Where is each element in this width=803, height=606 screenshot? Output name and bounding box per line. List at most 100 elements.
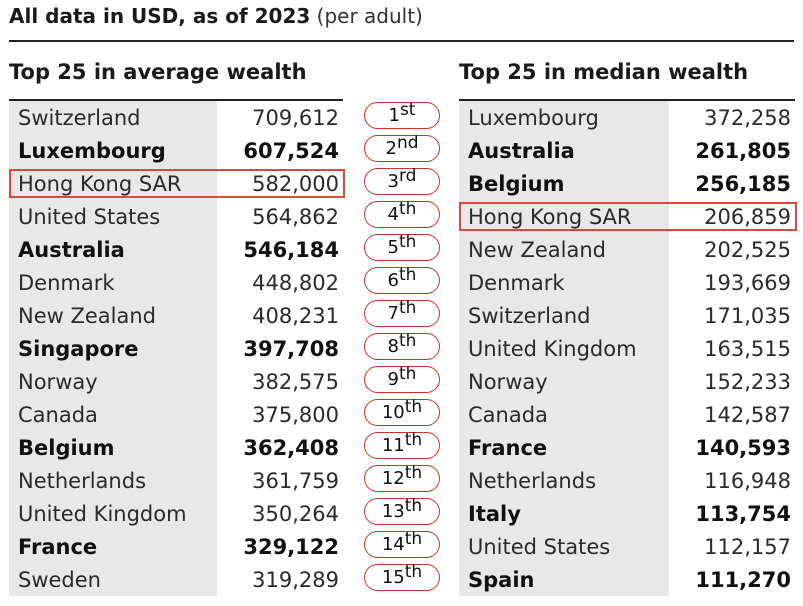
average-country: Switzerland — [9, 101, 217, 134]
average-wealth-table: Switzerland 709,612 Luxembourg 607,524 Hong … — [9, 99, 345, 596]
median-country: United Kingdom — [459, 332, 669, 365]
average-row: France 329,122 — [9, 530, 343, 563]
median-row: Australia 261,805 — [459, 134, 795, 167]
rank-suffix: th — [404, 561, 423, 582]
median-row: New Zealand 202,525 — [459, 233, 795, 266]
page-header: All data in USD, as of 2023 (per adult) — [9, 4, 423, 28]
median-row: Switzerland 171,035 — [459, 299, 795, 332]
median-row: United Kingdom 163,515 — [459, 332, 795, 365]
median-country: Netherlands — [459, 464, 669, 497]
median-country: Australia — [459, 134, 669, 167]
rank-suffix: th — [404, 495, 423, 516]
median-value: 113,754 — [695, 501, 791, 526]
page-subtitle: (per adult) — [316, 4, 423, 28]
median-country: France — [459, 431, 669, 464]
median-row: Italy 113,754 — [459, 497, 795, 530]
rank-number: 12 — [381, 468, 405, 489]
average-country: Canada — [9, 398, 217, 431]
median-value: 193,669 — [704, 270, 791, 295]
rank-number: 11 — [381, 435, 405, 456]
rank-number: 15 — [381, 567, 405, 588]
rank-suffix: th — [399, 264, 417, 285]
median-value: 171,035 — [704, 303, 791, 328]
rank-number: 7 — [387, 303, 399, 324]
median-value: 152,233 — [704, 369, 791, 394]
median-row: Canada 142,587 — [459, 398, 795, 431]
median-value: 202,525 — [704, 237, 791, 262]
average-country: Luxembourg — [9, 134, 217, 167]
average-value: 607,524 — [243, 138, 339, 163]
median-value: 112,157 — [704, 534, 791, 559]
average-row: Singapore 397,708 — [9, 332, 343, 365]
median-value: 261,805 — [695, 138, 791, 163]
average-country: New Zealand — [9, 299, 217, 332]
median-row: Norway 152,233 — [459, 365, 795, 398]
rank-suffix: th — [399, 297, 417, 318]
median-country: Spain — [459, 563, 669, 596]
average-row: Sweden 319,289 — [9, 563, 343, 596]
rank-suffix: th — [399, 363, 417, 384]
average-value: 709,612 — [252, 105, 339, 130]
median-value: 142,587 — [704, 402, 791, 427]
median-country: Luxembourg — [459, 101, 669, 134]
median-wealth-table: Luxembourg 372,258 Australia 261,805 Belgium… — [459, 99, 797, 596]
average-country: Denmark — [9, 266, 217, 299]
average-row: United States 564,862 — [9, 200, 343, 233]
average-row: Denmark 448,802 — [9, 266, 343, 299]
average-value: 361,759 — [252, 468, 339, 493]
rank-number: 9 — [387, 369, 399, 390]
rank-suffix: th — [399, 198, 417, 219]
median-country: Hong Kong SAR — [459, 200, 669, 233]
median-wealth-title: Top 25 in median wealth — [459, 60, 749, 84]
median-country: Canada — [459, 398, 669, 431]
rank-suffix: th — [399, 330, 417, 351]
average-value: 564,862 — [252, 204, 339, 229]
median-row: Netherlands 116,948 — [459, 464, 795, 497]
median-value: 111,270 — [695, 567, 791, 592]
average-value: 319,289 — [252, 567, 339, 592]
median-country: Norway — [459, 365, 669, 398]
median-value: 372,258 — [704, 105, 791, 130]
average-country: United States — [9, 200, 217, 233]
average-country: Hong Kong SAR — [9, 167, 217, 200]
average-value: 350,264 — [252, 501, 339, 526]
rank-suffix: rd — [398, 165, 417, 186]
header-divider — [9, 40, 794, 42]
average-value: 397,708 — [243, 336, 339, 361]
average-row: Canada 375,800 — [9, 398, 343, 431]
rank-number: 6 — [387, 270, 399, 291]
median-row: United States 112,157 — [459, 530, 795, 563]
rank-number: 10 — [381, 402, 405, 423]
median-row: Hong Kong SAR 206,859 — [459, 200, 797, 233]
median-country: United States — [459, 530, 669, 563]
average-country: United Kingdom — [9, 497, 217, 530]
median-country: Italy — [459, 497, 669, 530]
rank-number: 1 — [388, 105, 400, 126]
median-row: France 140,593 — [459, 431, 795, 464]
page-title: All data in USD, as of 2023 — [9, 4, 311, 28]
average-value: 362,408 — [243, 435, 339, 460]
average-row: New Zealand 408,231 — [9, 299, 343, 332]
median-row: Spain 111,270 — [459, 563, 795, 596]
rank-suffix: nd — [396, 132, 419, 153]
median-country: Belgium — [459, 167, 669, 200]
rank-number: 13 — [381, 501, 405, 522]
average-row: Netherlands 361,759 — [9, 464, 343, 497]
average-value: 375,800 — [252, 402, 339, 427]
median-country: Switzerland — [459, 299, 669, 332]
average-row: United Kingdom 350,264 — [9, 497, 343, 530]
average-value: 546,184 — [243, 237, 339, 262]
median-country: Denmark — [459, 266, 669, 299]
average-country: Netherlands — [9, 464, 217, 497]
